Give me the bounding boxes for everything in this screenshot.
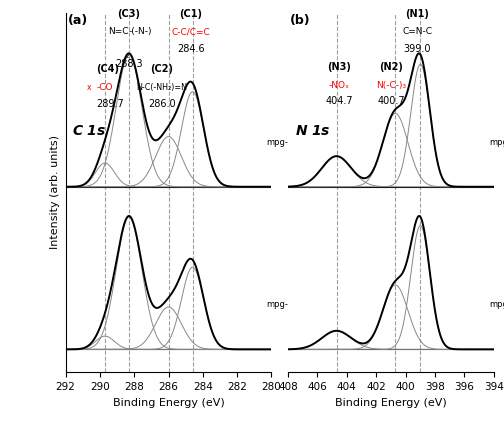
Text: (C2): (C2) <box>150 64 173 74</box>
Text: 286.0: 286.0 <box>148 99 175 109</box>
Text: x: x <box>87 83 92 92</box>
Text: -NOₓ: -NOₓ <box>329 81 350 90</box>
Text: ₂: ₂ <box>125 51 129 60</box>
Text: mpg-C₃N₄–600: mpg-C₃N₄–600 <box>489 138 504 147</box>
Text: 284.6: 284.6 <box>177 44 205 54</box>
Text: (b): (b) <box>290 14 310 27</box>
Text: -(-N-): -(-N-) <box>129 27 153 36</box>
Text: -CO: -CO <box>96 83 113 92</box>
X-axis label: Binding Energy (eV): Binding Energy (eV) <box>112 398 224 407</box>
Text: (N3): (N3) <box>328 62 351 72</box>
Text: (C1): (C1) <box>179 8 202 19</box>
Text: 289.7: 289.7 <box>96 99 124 109</box>
Y-axis label: Intensity (arb. units): Intensity (arb. units) <box>50 135 60 250</box>
X-axis label: Binding Energy (eV): Binding Energy (eV) <box>335 398 447 407</box>
Text: N(-C-)₃: N(-C-)₃ <box>376 81 406 90</box>
Text: 399.0: 399.0 <box>404 44 431 54</box>
Text: C=N-C: C=N-C <box>402 27 432 36</box>
Text: mpg-C₃N₄–550: mpg-C₃N₄–550 <box>489 300 504 309</box>
Text: 288.3: 288.3 <box>115 59 143 69</box>
Text: $\bfit{N}$$\ $$\bfit{1s}$: $\bfit{N}$$\ $$\bfit{1s}$ <box>295 124 331 138</box>
Text: $\bfit{C}$$\ $$\bfit{1s}$: $\bfit{C}$$\ $$\bfit{1s}$ <box>73 124 106 138</box>
Text: (N1): (N1) <box>406 8 429 19</box>
Text: (a): (a) <box>68 14 88 27</box>
Text: mpg-C₃N₄–550: mpg-C₃N₄–550 <box>266 300 327 309</box>
Text: (N2): (N2) <box>379 62 403 72</box>
Text: mpg-C₃N₄–600: mpg-C₃N₄–600 <box>266 138 327 147</box>
Text: N-C(-NH₂)=N: N-C(-NH₂)=N <box>136 83 187 92</box>
Text: C-C/C=C: C-C/C=C <box>171 27 210 36</box>
Text: (C4): (C4) <box>96 64 119 74</box>
Text: (C3): (C3) <box>117 8 141 19</box>
Text: N=C: N=C <box>108 27 129 36</box>
Text: 400.7: 400.7 <box>377 96 405 106</box>
Text: 404.7: 404.7 <box>326 96 353 106</box>
